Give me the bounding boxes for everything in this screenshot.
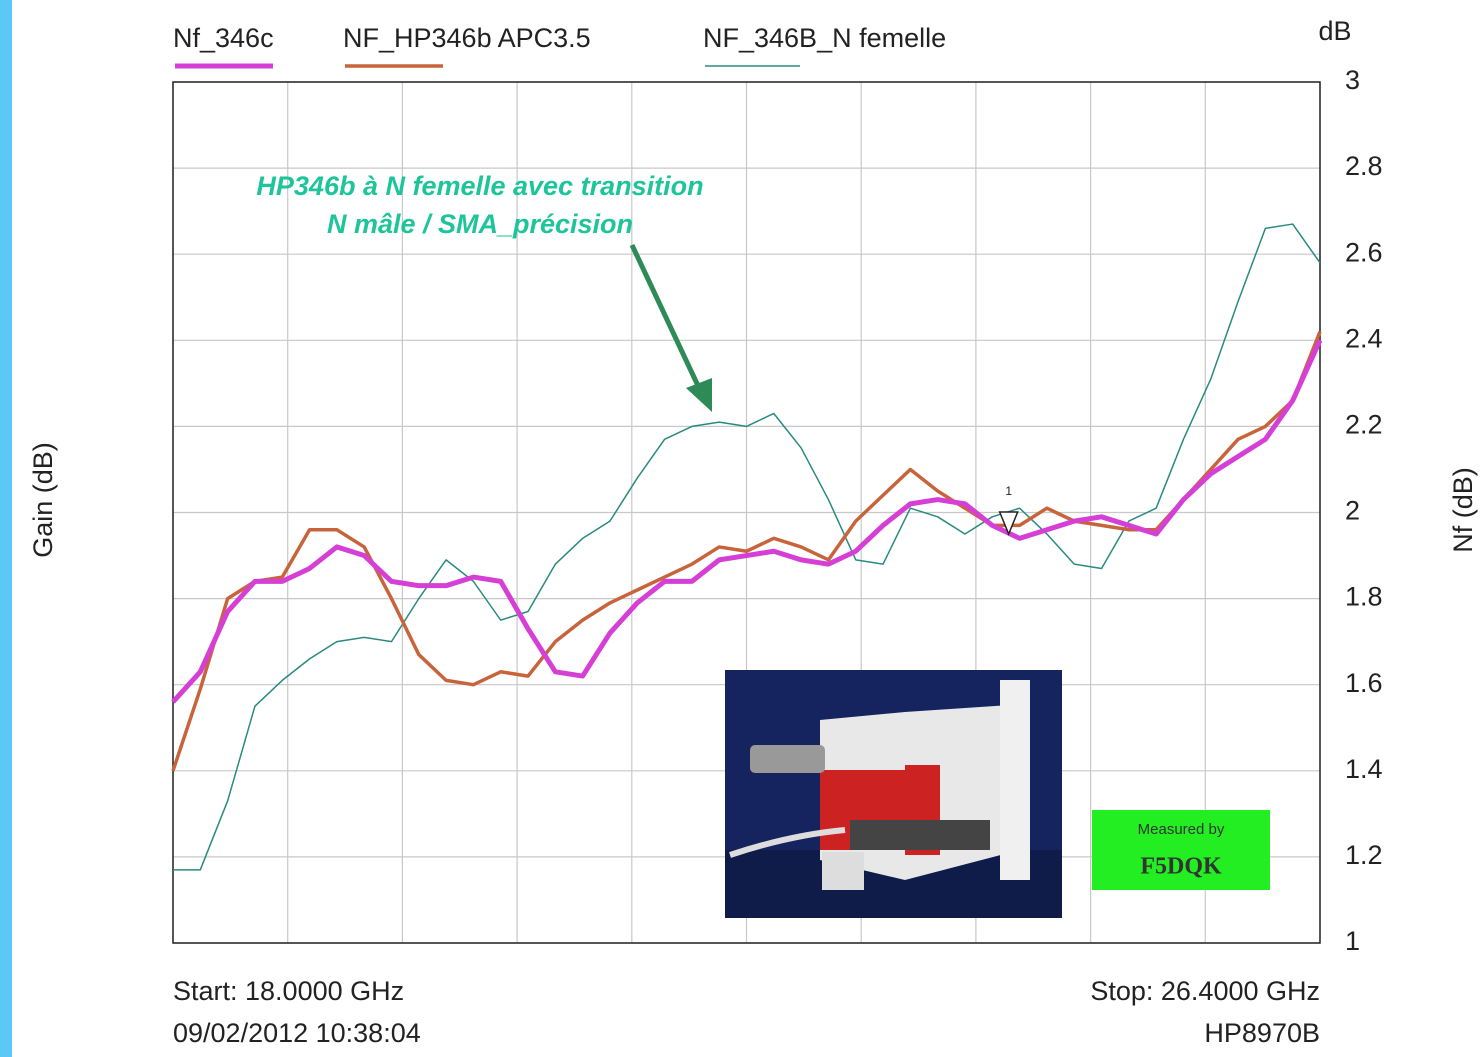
badge-line: Measured by [1138,821,1225,838]
y-tick-label: 1.4 [1345,754,1383,784]
series-line [173,223,1321,871]
stop-label: Stop: 26.4000 GHz [1090,976,1320,1006]
y-tick-label: 2.6 [1345,237,1383,267]
series-line [171,331,1322,772]
left-axis-label: Gain (dB) [28,442,58,558]
marker [998,511,1019,537]
annotation-arrowhead [686,378,712,412]
y-tick-label: 1.8 [1345,582,1383,612]
marker-label: 1 [1005,484,1012,498]
annotation-arrow [629,243,703,392]
y-tick-label: 2 [1345,496,1360,526]
annotation: N mâle / SMA_précision [327,209,633,239]
right-axis-label: Nf (dB) [1448,467,1478,553]
unit-label: dB [1318,16,1351,46]
y-tick-label: 3 [1345,65,1360,95]
legend-label: NF_346B_N femelle [703,23,946,53]
side-stripe [0,0,12,1057]
plot-frame [172,81,1321,944]
y-tick-label: 2.8 [1345,151,1383,181]
start-label: Start: 18.0000 GHz [173,976,404,1006]
instrument: HP8970B [1204,1018,1320,1048]
badge-box [1092,810,1270,890]
badge-line: F5DQK [1140,854,1222,880]
legend-label: NF_HP346b APC3.5 [343,23,591,53]
y-tick-label: 1.6 [1345,668,1383,698]
y-tick-label: 1 [1345,926,1360,956]
y-tick-label: 2.2 [1345,410,1383,440]
y-tick-label: 1.2 [1345,840,1383,870]
y-tick-label: 2.4 [1345,323,1383,353]
annotation: HP346b à N femelle avec transition [256,171,703,201]
photo-inset [725,670,1062,918]
timestamp: 09/02/2012 10:38:04 [173,1018,421,1048]
legend-label: Nf_346c [173,23,274,53]
series-line [171,339,1323,704]
